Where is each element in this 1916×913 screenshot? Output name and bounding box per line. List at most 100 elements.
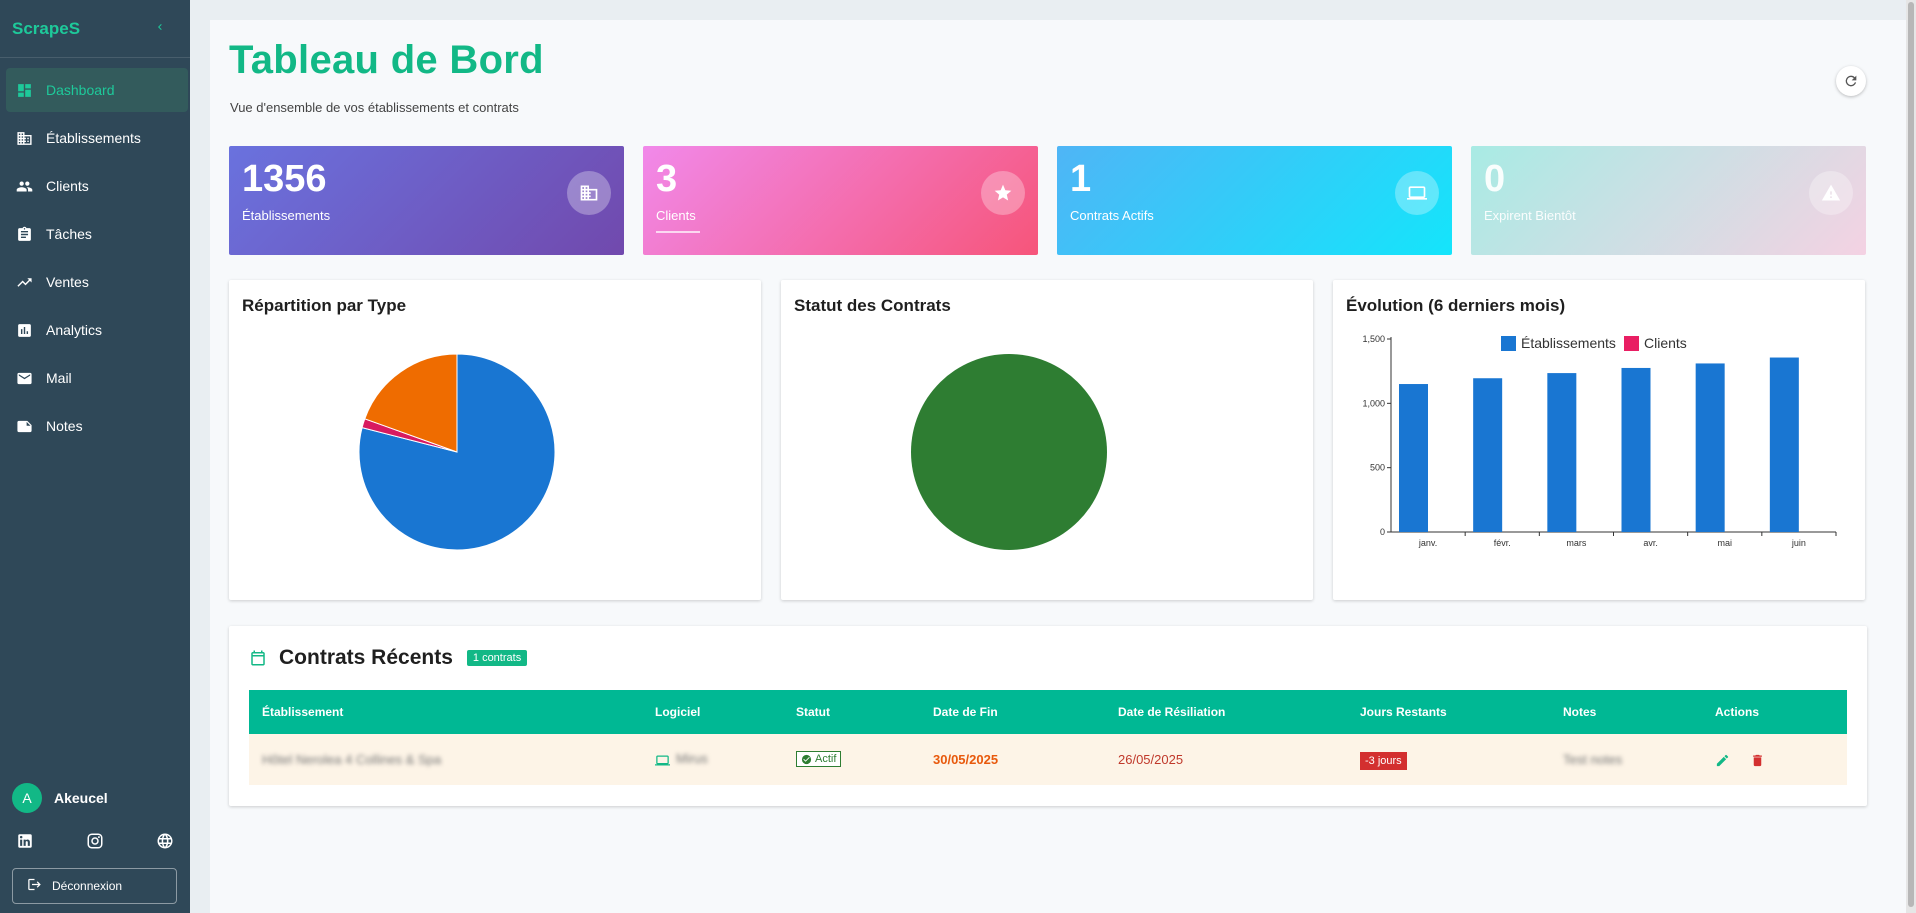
y-tick-label: 1,000 bbox=[1362, 398, 1385, 408]
page-title: Tableau de Bord bbox=[229, 38, 544, 82]
x-tick-label: avr. bbox=[1643, 538, 1658, 548]
scrollbar-thumb[interactable] bbox=[1908, 2, 1914, 907]
brand-header: ScrapeS bbox=[0, 0, 190, 58]
refresh-icon bbox=[1843, 73, 1859, 89]
stat-value: 1 bbox=[1070, 158, 1092, 200]
column-header-actions: Actions bbox=[1702, 690, 1847, 734]
people-icon bbox=[16, 178, 46, 195]
logout-button[interactable]: Déconnexion bbox=[12, 868, 177, 904]
delete-icon[interactable] bbox=[1750, 753, 1765, 768]
table-row[interactable]: Hôtel Nerolea 4 Collines & Spa Mirus Act… bbox=[249, 734, 1847, 785]
cell-date-fin: 30/05/2025 bbox=[933, 752, 999, 767]
column-header-logiciel[interactable]: Logiciel bbox=[642, 690, 783, 734]
avatar: A bbox=[12, 783, 42, 813]
brand-name: ScrapeS bbox=[12, 18, 81, 38]
clipboard-icon bbox=[16, 226, 46, 243]
stat-label: Clients bbox=[656, 208, 696, 223]
page-subtitle: Vue d'ensemble de vos établissements et … bbox=[230, 100, 519, 115]
sidebar-item-ventes[interactable]: Ventes bbox=[6, 260, 188, 304]
chart-legend: Établissements Clients bbox=[1501, 335, 1687, 351]
sidebar-item-label: Ventes bbox=[46, 274, 89, 290]
sidebar-item-label: Tâches bbox=[46, 226, 92, 242]
sidebar-item-taches[interactable]: Tâches bbox=[6, 212, 188, 256]
column-header-statut[interactable]: Statut bbox=[783, 690, 920, 734]
stat-card-contrats-actifs[interactable]: 1 Contrats Actifs bbox=[1057, 146, 1452, 255]
note-icon bbox=[16, 418, 46, 435]
bar-mai[interactable] bbox=[1695, 363, 1725, 532]
sidebar-item-notes[interactable]: Notes bbox=[6, 404, 188, 448]
sidebar-item-label: Établissements bbox=[46, 130, 141, 146]
cell-etablissement: Hôtel Nerolea 4 Collines & Spa bbox=[262, 752, 442, 767]
sidebar-item-analytics[interactable]: Analytics bbox=[6, 308, 188, 352]
mail-icon bbox=[16, 370, 46, 387]
sidebar-item-label: Clients bbox=[46, 178, 89, 194]
column-header-etablissement[interactable]: Établissement bbox=[249, 690, 642, 734]
chart-title: Répartition par Type bbox=[242, 296, 407, 315]
stat-card-expirent-bientot[interactable]: 0 Expirent Bientôt bbox=[1471, 146, 1866, 255]
edit-icon[interactable] bbox=[1715, 753, 1730, 768]
stat-label: Contrats Actifs bbox=[1070, 208, 1154, 223]
bar-mars[interactable] bbox=[1547, 373, 1577, 532]
instagram-icon[interactable] bbox=[86, 832, 104, 850]
stat-card-etablissements[interactable]: 1356 Établissements bbox=[229, 146, 624, 255]
recent-contracts-title: Contrats Récents bbox=[279, 646, 453, 669]
laptop-icon bbox=[655, 753, 670, 768]
stat-value: 0 bbox=[1484, 158, 1506, 200]
sidebar-item-label: Notes bbox=[46, 418, 83, 434]
sidebar-item-dashboard[interactable]: Dashboard bbox=[6, 68, 188, 112]
warning-icon bbox=[1809, 171, 1853, 215]
column-header-jours-restants[interactable]: Jours Restants bbox=[1347, 690, 1550, 734]
sidebar-item-label: Mail bbox=[46, 370, 72, 386]
stat-label: Établissements bbox=[242, 208, 331, 223]
bar-juin[interactable] bbox=[1769, 357, 1799, 532]
sidebar-item-label: Dashboard bbox=[46, 82, 115, 98]
stat-value: 3 bbox=[656, 158, 678, 200]
chart-card-evolution: Évolution (6 derniers mois) Établissemen… bbox=[1333, 280, 1865, 600]
sidebar-nav: Dashboard Établissements Clients Tâches … bbox=[0, 68, 190, 448]
column-header-notes[interactable]: Notes bbox=[1550, 690, 1702, 734]
contracts-table: Établissement Logiciel Statut Date de Fi… bbox=[249, 690, 1847, 785]
pie-slice-0[interactable] bbox=[911, 354, 1107, 550]
bar-févr.[interactable] bbox=[1473, 378, 1503, 532]
user-name: Akeucel bbox=[54, 790, 108, 806]
legend-swatch-1 bbox=[1624, 336, 1639, 351]
status-badge: Actif bbox=[796, 751, 842, 768]
y-tick-label: 1,500 bbox=[1362, 334, 1385, 344]
refresh-button[interactable] bbox=[1836, 66, 1866, 96]
chart-card-repartition: Répartition par Type bbox=[229, 280, 761, 600]
trending-up-icon bbox=[16, 274, 46, 291]
pie-chart-repartition bbox=[358, 353, 556, 551]
sidebar-item-mail[interactable]: Mail bbox=[6, 356, 188, 400]
logout-label: Déconnexion bbox=[52, 879, 123, 893]
globe-icon[interactable] bbox=[156, 832, 174, 850]
cell-notes: Test notes bbox=[1563, 752, 1623, 767]
cell-logiciel: Mirus bbox=[676, 751, 708, 767]
stat-value: 1356 bbox=[242, 158, 327, 200]
recent-contracts-header: Contrats Récents 1 contrats bbox=[249, 646, 528, 670]
stat-card-clients[interactable]: 3 Clients bbox=[643, 146, 1038, 255]
pie-slice-0[interactable] bbox=[358, 353, 556, 551]
user-profile[interactable]: A Akeucel bbox=[12, 783, 108, 813]
column-header-date-fin[interactable]: Date de Fin bbox=[920, 690, 1105, 734]
contracts-count-badge: 1 contrats bbox=[466, 650, 528, 666]
linkedin-icon[interactable] bbox=[16, 832, 34, 850]
building-icon bbox=[567, 171, 611, 215]
days-remaining-badge: -3 jours bbox=[1360, 752, 1407, 770]
sidebar-item-etablissements[interactable]: Établissements bbox=[6, 116, 188, 160]
legend-label-1: Clients bbox=[1644, 335, 1687, 351]
logout-icon bbox=[27, 877, 42, 895]
building-icon bbox=[16, 130, 46, 147]
star-icon bbox=[981, 171, 1025, 215]
pie-slice-2[interactable] bbox=[364, 353, 458, 453]
bar-janv.[interactable] bbox=[1399, 384, 1428, 532]
laptop-icon bbox=[1395, 171, 1439, 215]
chevron-left-icon[interactable] bbox=[154, 20, 166, 38]
check-circle-icon bbox=[801, 754, 812, 765]
recent-contracts-card: Contrats Récents 1 contrats Établissemen… bbox=[229, 626, 1867, 806]
column-header-date-resiliation[interactable]: Date de Résiliation bbox=[1105, 690, 1347, 734]
scrollbar[interactable] bbox=[1906, 0, 1916, 913]
bar-avr.[interactable] bbox=[1621, 367, 1651, 532]
chart-title: Statut des Contrats bbox=[794, 296, 951, 315]
legend-label-0: Établissements bbox=[1521, 335, 1616, 351]
sidebar-item-clients[interactable]: Clients bbox=[6, 164, 188, 208]
